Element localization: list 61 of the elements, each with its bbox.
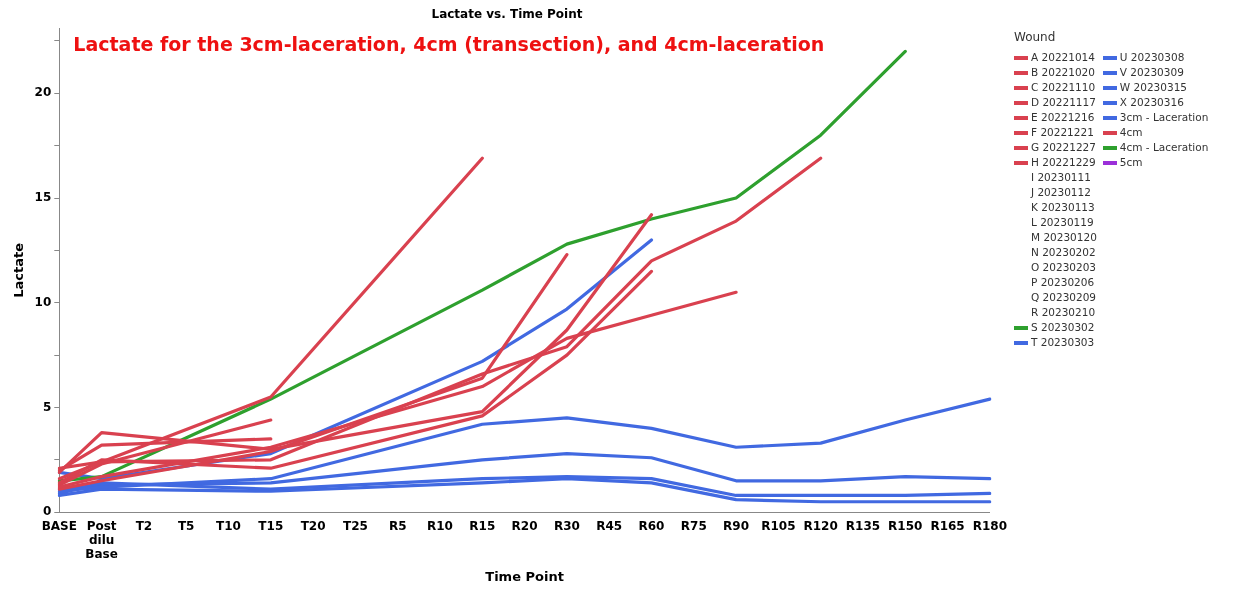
legend-label: F 20221221 [1031, 125, 1094, 140]
y-tick-label: 20 [34, 85, 52, 100]
x-tick-label: R30 [553, 518, 580, 533]
x-tick-label: T25 [342, 518, 368, 533]
text: L 20230119 [1031, 215, 1094, 230]
text: I 20230111 [1031, 170, 1091, 185]
x-tick-label: R15 [469, 518, 496, 533]
y-axis-title: Lactate [11, 242, 27, 298]
x-tick-label: R120 [803, 518, 838, 533]
x-tick-label: R105 [761, 518, 796, 533]
legend-label: X 20230316 [1119, 95, 1184, 110]
x-tick-label: R90 [723, 518, 750, 533]
legend-label: U 20230308 [1119, 50, 1185, 65]
text: P 20230206 [1031, 275, 1095, 290]
text: R 20230210 [1031, 305, 1096, 320]
x-tick-label: T15 [258, 518, 284, 533]
legend-label: 3cm - Laceration [1119, 110, 1209, 125]
x-tick-label: R165 [930, 518, 965, 533]
y-tick-label: 15 [34, 190, 52, 205]
legend-label: W 20230315 [1119, 80, 1188, 95]
legend-label: H 20221229 [1031, 155, 1096, 170]
legend-label: D 20221117 [1031, 95, 1096, 110]
x-tick-label: T20 [300, 518, 326, 533]
text: Q 20230209 [1031, 290, 1097, 305]
legend-label: 4cm - Laceration [1119, 140, 1209, 155]
x-tick-label: T2 [135, 518, 153, 533]
x-tick-label: R180 [972, 518, 1007, 533]
x-tick-label: R150 [888, 518, 923, 533]
legend-label: 5cm [1119, 155, 1143, 170]
legend-label: A 20221014 [1031, 50, 1095, 65]
legend-label: G 20221227 [1031, 140, 1096, 155]
y-tick-label: 10 [34, 294, 52, 309]
x-tick-label: R5 [388, 518, 407, 533]
legend-label: B 20221020 [1031, 65, 1095, 80]
legend-label: C 20221110 [1031, 80, 1096, 95]
x-tick-label: R20 [511, 518, 538, 533]
x-tick-label: T5 [177, 518, 195, 533]
x-tick-label: T10 [216, 518, 241, 533]
x-tick-label: R60 [638, 518, 665, 533]
chart-title: Lactate vs. Time Point [431, 7, 583, 22]
x-tick-label: R75 [680, 518, 707, 533]
x-tick-label: R10 [427, 518, 453, 533]
text: M 20230120 [1031, 230, 1097, 245]
x-tick-label: R45 [596, 518, 623, 533]
legend-label: 4cm [1119, 125, 1143, 140]
legend-label: S 20230302 [1031, 320, 1095, 335]
annotation: Lactate for the 3cm-laceration, 4cm (transection), and 4cm-laceration [73, 32, 825, 55]
y-tick-label: 0 [42, 504, 52, 519]
legend-label: T 20230303 [1031, 335, 1095, 350]
x-tick-label: R135 [845, 518, 881, 533]
legend-label: E 20221216 [1031, 110, 1095, 125]
legend-title: Wound [1014, 30, 1057, 44]
x-axis-title: Time Point [485, 568, 564, 584]
x-tick-label: Post dilu Base [85, 518, 118, 562]
text: O 20230203 [1031, 260, 1097, 275]
text: N 20230202 [1031, 245, 1096, 260]
text: J 20230112 [1031, 185, 1091, 200]
legend-label: V 20230309 [1119, 65, 1184, 80]
text: K 20230113 [1031, 200, 1095, 215]
x-tick-label: BASE [41, 518, 77, 533]
y-tick-label: 5 [42, 399, 52, 414]
